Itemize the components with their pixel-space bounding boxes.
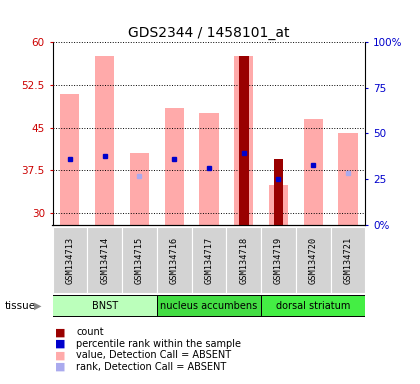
Bar bbox=[339, 134, 357, 225]
Text: GSM134717: GSM134717 bbox=[205, 237, 213, 284]
Bar bbox=[304, 119, 323, 225]
Bar bbox=[331, 227, 365, 293]
Text: nucleus accumbens: nucleus accumbens bbox=[160, 301, 257, 311]
Text: GSM134718: GSM134718 bbox=[239, 237, 248, 284]
Bar bbox=[157, 227, 192, 293]
Bar bbox=[273, 159, 284, 225]
Text: percentile rank within the sample: percentile rank within the sample bbox=[76, 339, 241, 349]
Bar bbox=[296, 227, 331, 293]
Bar bbox=[239, 56, 249, 225]
Text: GSM134716: GSM134716 bbox=[170, 237, 178, 284]
Bar bbox=[234, 56, 253, 225]
Bar bbox=[130, 153, 149, 225]
Text: GSM134714: GSM134714 bbox=[100, 237, 109, 284]
Text: tissue: tissue bbox=[4, 301, 35, 311]
Bar bbox=[261, 295, 365, 316]
Bar bbox=[192, 227, 226, 293]
Text: ■: ■ bbox=[55, 350, 65, 360]
Text: ■: ■ bbox=[55, 327, 65, 337]
Text: ▶: ▶ bbox=[34, 301, 42, 311]
Bar bbox=[52, 227, 87, 293]
Text: ■: ■ bbox=[55, 339, 65, 349]
Text: ■: ■ bbox=[55, 362, 65, 372]
Bar bbox=[157, 295, 261, 316]
Bar bbox=[52, 295, 157, 316]
Text: GSM134715: GSM134715 bbox=[135, 237, 144, 284]
Text: count: count bbox=[76, 327, 104, 337]
Bar bbox=[95, 56, 114, 225]
Bar bbox=[269, 185, 288, 225]
Bar bbox=[200, 114, 218, 225]
Bar bbox=[87, 227, 122, 293]
Text: BNST: BNST bbox=[92, 301, 118, 311]
Title: GDS2344 / 1458101_at: GDS2344 / 1458101_at bbox=[128, 26, 290, 40]
Text: dorsal striatum: dorsal striatum bbox=[276, 301, 350, 311]
Text: value, Detection Call = ABSENT: value, Detection Call = ABSENT bbox=[76, 350, 231, 360]
Text: GSM134713: GSM134713 bbox=[66, 237, 74, 284]
Bar bbox=[165, 108, 184, 225]
Bar bbox=[226, 227, 261, 293]
Text: GSM134720: GSM134720 bbox=[309, 237, 318, 284]
Bar bbox=[261, 227, 296, 293]
Text: GSM134721: GSM134721 bbox=[344, 237, 352, 284]
Text: rank, Detection Call = ABSENT: rank, Detection Call = ABSENT bbox=[76, 362, 227, 372]
Bar bbox=[60, 94, 79, 225]
Bar bbox=[122, 227, 157, 293]
Text: GSM134719: GSM134719 bbox=[274, 237, 283, 284]
